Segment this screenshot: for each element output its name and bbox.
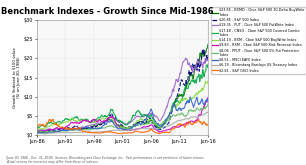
Text: Benchmark Indexes - Growth Since Mid-1986: Benchmark Indexes - Growth Since Mid-198… [1, 7, 213, 16]
Y-axis label: Growth (Indexed to $100 value
(S) on June 30, 1986): Growth (Indexed to $100 value (S) on Jun… [13, 47, 21, 108]
Text: (June 30, 1986 - Dec. 31, 2018)  Sources: Bloomberg and Cboe Exchange, Inc.  Pas: (June 30, 1986 - Dec. 31, 2018) Sources:… [6, 156, 205, 164]
Legend: $23.65 - BXMD - Cboe S&P 500 30-Delta BuyWrite
Index, $20.85 - S&P 500 Index, $1: $23.65 - BXMD - Cboe S&P 500 30-Delta Bu… [211, 7, 306, 74]
